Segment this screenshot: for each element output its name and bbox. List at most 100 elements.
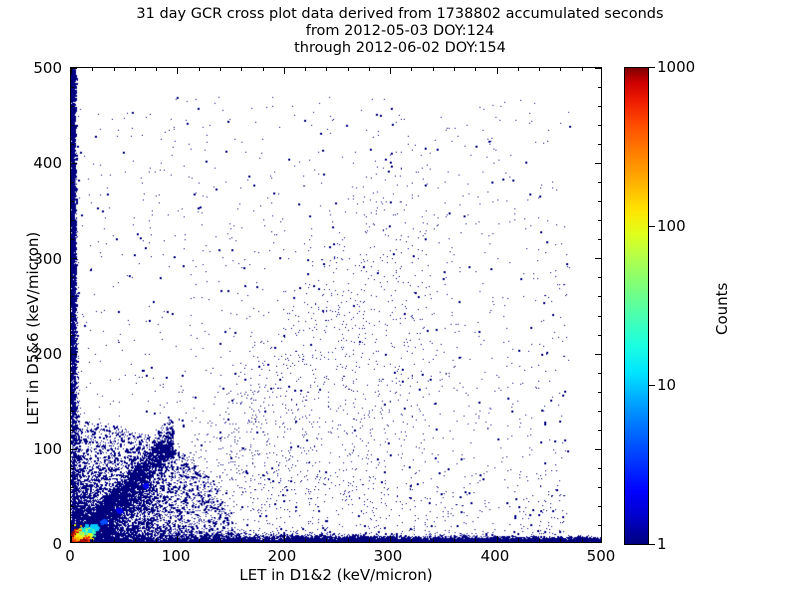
- tick-mark: [263, 68, 264, 71]
- tick-mark: [71, 258, 77, 259]
- tick-mark: [598, 220, 601, 221]
- tick-mark: [598, 125, 601, 126]
- tick-mark: [595, 258, 601, 259]
- tick-mark: [560, 68, 561, 71]
- tick-mark: [71, 163, 77, 164]
- tick-mark: [582, 68, 583, 71]
- tick-mark: [92, 68, 93, 71]
- colorbar-tickmark-1000: [649, 67, 655, 68]
- tick-mark: [598, 506, 601, 507]
- tick-mark: [284, 68, 285, 74]
- tick-mark: [598, 411, 601, 412]
- tick-mark: [326, 68, 327, 71]
- tick-mark: [71, 68, 72, 74]
- tick-mark: [71, 536, 72, 542]
- tick-mark: [595, 163, 601, 164]
- tick-mark: [71, 182, 74, 183]
- tick-mark: [71, 201, 74, 202]
- tick-mark: [241, 539, 242, 542]
- tick-mark: [598, 144, 601, 145]
- tick-mark: [71, 106, 74, 107]
- xtick-label-200: 200: [267, 547, 297, 565]
- tick-mark: [71, 354, 77, 355]
- tick-mark: [598, 316, 601, 317]
- tick-mark: [595, 354, 601, 355]
- scatter-density-plot: [71, 68, 601, 542]
- tick-mark: [71, 68, 77, 69]
- title-line-3: through 2012-06-02 DOY:154: [294, 40, 506, 56]
- tick-mark: [518, 539, 519, 542]
- tick-mark: [177, 536, 178, 542]
- colorbar-tickmark-1: [649, 544, 655, 545]
- tick-mark: [598, 87, 601, 88]
- tick-mark: [598, 468, 601, 469]
- tick-mark: [518, 68, 519, 71]
- tick-mark: [71, 449, 77, 450]
- colorbar-label-10: 10: [657, 376, 677, 394]
- tick-mark: [598, 201, 601, 202]
- xtick-label-400: 400: [480, 547, 510, 565]
- tick-mark: [71, 430, 74, 431]
- page-title: 31 day GCR cross plot data derived from …: [0, 6, 800, 57]
- tick-mark: [71, 468, 74, 469]
- tick-mark: [156, 68, 157, 71]
- tick-mark: [598, 487, 601, 488]
- tick-mark: [220, 68, 221, 71]
- tick-mark: [71, 525, 74, 526]
- tick-mark: [598, 335, 601, 336]
- tick-mark: [71, 411, 74, 412]
- ytick-label-400: 400: [33, 154, 62, 172]
- tick-mark: [598, 296, 601, 297]
- tick-mark: [582, 539, 583, 542]
- y-axis-title: LET in D5&6 (keV/micron): [24, 231, 42, 425]
- title-line-1: 31 day GCR cross plot data derived from …: [136, 6, 664, 22]
- tick-mark: [598, 239, 601, 240]
- tick-mark: [348, 539, 349, 542]
- tick-mark: [71, 392, 74, 393]
- tick-mark: [390, 68, 391, 74]
- colorbar-gradient[interactable]: [624, 67, 649, 545]
- tick-mark: [71, 239, 74, 240]
- xtick-label-100: 100: [161, 547, 191, 565]
- tick-mark: [71, 316, 74, 317]
- tick-mark: [305, 68, 306, 71]
- ytick-label-500: 500: [33, 59, 62, 77]
- tick-mark: [598, 525, 601, 526]
- tick-mark: [598, 392, 601, 393]
- title-line-2: from 2012-05-03 DOY:124: [305, 23, 495, 39]
- tick-mark: [71, 220, 74, 221]
- tick-mark: [71, 277, 74, 278]
- tick-mark: [539, 539, 540, 542]
- tick-mark: [454, 539, 455, 542]
- tick-mark: [71, 296, 74, 297]
- tick-mark: [390, 536, 391, 542]
- ytick-label-200: 200: [33, 345, 62, 363]
- tick-mark: [199, 68, 200, 71]
- tick-mark: [369, 539, 370, 542]
- tick-mark: [71, 506, 74, 507]
- tick-mark: [241, 68, 242, 71]
- tick-mark: [177, 68, 178, 74]
- tick-mark: [71, 335, 74, 336]
- tick-mark: [135, 68, 136, 71]
- tick-mark: [71, 373, 74, 374]
- tick-mark: [598, 277, 601, 278]
- tick-mark: [598, 430, 601, 431]
- tick-mark: [433, 539, 434, 542]
- plot-area[interactable]: [70, 67, 602, 543]
- colorbar-tickmark-100: [649, 226, 655, 227]
- tick-mark: [135, 539, 136, 542]
- tick-mark: [497, 536, 498, 542]
- tick-mark: [305, 539, 306, 542]
- tick-mark: [598, 106, 601, 107]
- tick-mark: [114, 68, 115, 71]
- tick-mark: [114, 539, 115, 542]
- tick-mark: [560, 539, 561, 542]
- tick-mark: [475, 68, 476, 71]
- tick-mark: [411, 539, 412, 542]
- tick-mark: [598, 182, 601, 183]
- tick-mark: [71, 125, 74, 126]
- tick-mark: [71, 487, 74, 488]
- tick-mark: [199, 539, 200, 542]
